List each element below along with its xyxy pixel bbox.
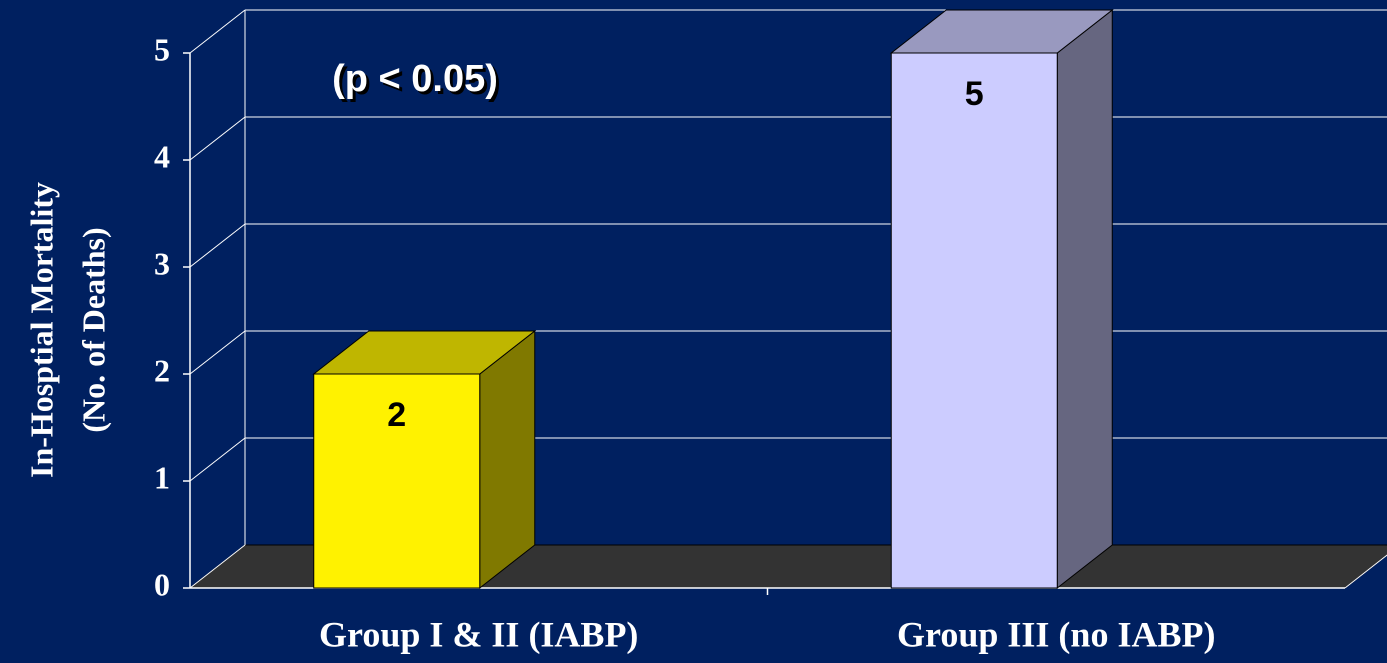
y-tick-label: 4	[154, 138, 170, 174]
bar-front	[890, 52, 1058, 589]
y-axis-title: In-Hosptial Mortality (No. of Deaths)	[23, 182, 111, 478]
y-tick-label: 2	[154, 352, 170, 388]
y-tick-label: 0	[154, 566, 170, 602]
annotation: (p < 0.05)	[332, 58, 498, 100]
value-label: 2	[387, 396, 406, 434]
annotation-shadow: (p < 0.05)	[335, 61, 501, 103]
bar-side	[479, 329, 536, 590]
grid-line	[189, 330, 246, 375]
bar-front	[313, 373, 481, 589]
y-tick-label: 1	[154, 459, 170, 495]
grid-line	[189, 9, 246, 54]
grid-line	[189, 116, 246, 161]
value-label: 5	[965, 75, 984, 113]
grid-line	[189, 223, 246, 268]
y-tick-label: 5	[154, 31, 170, 67]
grid-line	[189, 437, 246, 482]
floor-edge	[1344, 554, 1387, 589]
grid-line	[189, 544, 246, 589]
bar	[312, 329, 537, 590]
y-tick-label: 3	[154, 245, 170, 281]
y-axis-title-line: (No. of Deaths)	[75, 227, 111, 432]
x-tick-label: Group III (no IABP)	[897, 614, 1215, 654]
x-tick-label: Group I & II (IABP)	[319, 614, 638, 654]
bar	[889, 8, 1114, 590]
bar-side	[1056, 8, 1113, 590]
y-axis-title-line: In-Hosptial Mortality	[23, 182, 59, 478]
